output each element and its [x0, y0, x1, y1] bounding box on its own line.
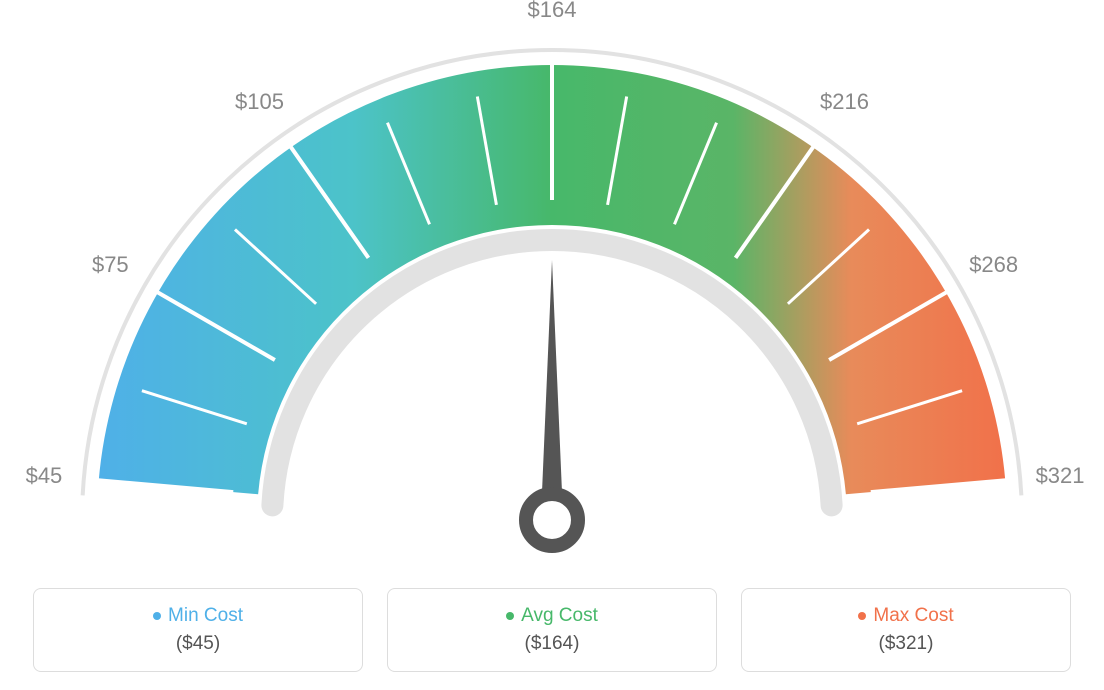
dot-icon [153, 612, 161, 620]
legend-min: Min Cost ($45) [33, 588, 363, 672]
gauge-tick-label: $268 [969, 252, 1018, 278]
legend-row: Min Cost ($45) Avg Cost ($164) Max Cost … [0, 588, 1104, 672]
gauge-tick-label: $75 [92, 252, 129, 278]
dot-icon [506, 612, 514, 620]
legend-max-value: ($321) [879, 633, 934, 655]
legend-avg: Avg Cost ($164) [387, 588, 717, 672]
legend-min-title: Min Cost [153, 605, 243, 627]
gauge-tick-label: $164 [528, 0, 577, 23]
gauge-svg [42, 20, 1062, 560]
legend-avg-label: Avg Cost [521, 605, 598, 627]
legend-min-value: ($45) [176, 633, 220, 655]
legend-max: Max Cost ($321) [741, 588, 1071, 672]
legend-min-label: Min Cost [168, 605, 243, 627]
legend-avg-value: ($164) [525, 633, 580, 655]
legend-max-title: Max Cost [858, 605, 953, 627]
gauge-tick-label: $321 [1036, 463, 1085, 489]
gauge-tick-label: $105 [235, 89, 284, 115]
dot-icon [858, 612, 866, 620]
gauge-tick-label: $45 [26, 463, 63, 489]
legend-avg-title: Avg Cost [506, 605, 598, 627]
gauge-tick-label: $216 [820, 89, 869, 115]
legend-max-label: Max Cost [873, 605, 953, 627]
cost-gauge: $45$75$105$164$216$268$321 [42, 20, 1062, 560]
